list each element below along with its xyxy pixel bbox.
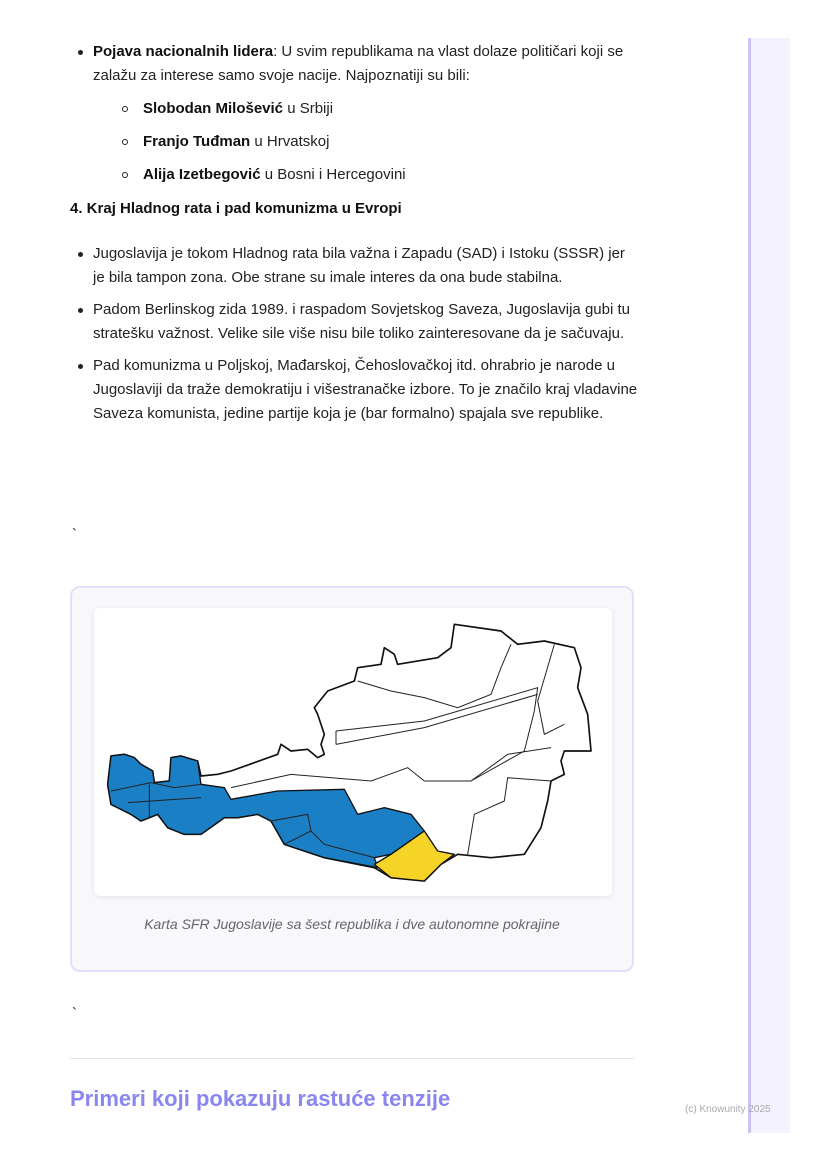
leaders-list: Pojava nacionalnih lidera: U svim republ… (70, 40, 640, 195)
sub-item: Slobodan Milošević u Srbiji (93, 97, 640, 121)
section-heading: 4. Kraj Hladnog rata i pad komunizma u E… (70, 200, 402, 217)
map-borders (110, 644, 565, 859)
figure-caption: Karta SFR Jugoslavije sa šest republika … (144, 916, 560, 932)
list-item: Padom Berlinskog zida 1989. i raspadom S… (70, 298, 640, 346)
figure-card: Karta SFR Jugoslavije sa šest republika … (70, 586, 634, 972)
leader-name: Alija Izetbegović (143, 166, 261, 183)
leader-country: u Hrvatskoj (250, 133, 330, 150)
divider (70, 1058, 634, 1059)
section-list: Jugoslavija je tokom Hladnog rata bila v… (70, 242, 640, 434)
leader-country: u Bosni i Hercegovini (260, 166, 406, 183)
leader-name: Slobodan Milošević (143, 100, 284, 117)
leader-name: Franjo Tuđman (143, 133, 251, 150)
list-item: Pad komunizma u Poljskoj, Mađarskoj, Čeh… (70, 354, 640, 426)
stray-backtick: ` (72, 1005, 77, 1022)
sidebar-panel (748, 38, 790, 1133)
sub-item: Alija Izetbegović u Bosni i Hercegovini (93, 163, 640, 187)
section-title: Primeri koji pokazuju rastuće tenzije (70, 1086, 451, 1111)
yugoslavia-map (106, 623, 592, 882)
list-item: Pojava nacionalnih lidera: U svim republ… (70, 40, 640, 187)
map-region-yellow (373, 830, 455, 882)
list-item: Jugoslavija je tokom Hladnog rata bila v… (70, 242, 640, 290)
bold-term: Pojava nacionalnih lidera (93, 43, 274, 60)
sub-item: Franjo Tuđman u Hrvatskoj (93, 130, 640, 154)
copyright-footer: (c) Knowunity 2025 (685, 1104, 771, 1115)
leader-country: u Srbiji (283, 100, 334, 117)
list-item-text: : U svim republikama na vlast dolaze pol… (93, 43, 624, 84)
map-image (94, 608, 612, 896)
stray-backtick: ` (72, 526, 77, 543)
